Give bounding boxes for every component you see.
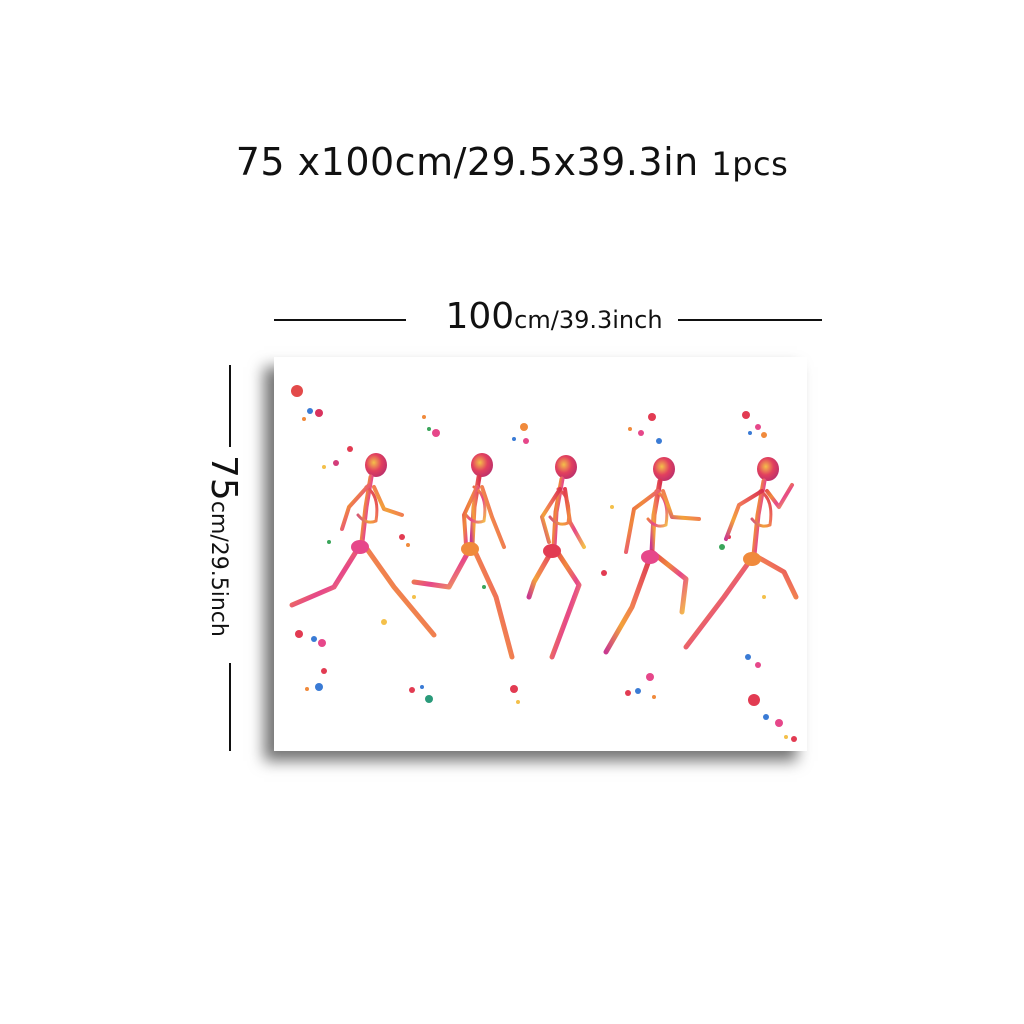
skeleton-figure-2 [411, 453, 515, 660]
skeleton-figure-3 [526, 455, 586, 660]
skeleton-figure-4 [603, 457, 701, 655]
skeleton-artwork [289, 385, 799, 742]
height-unit: cm/29.5inch [206, 500, 231, 637]
height-line-top [229, 365, 231, 447]
width-unit: cm/39.3inch [514, 306, 663, 334]
height-dimension: 75cm/29.5inch [200, 365, 260, 753]
height-value: 75 [203, 455, 244, 501]
paint-dots [291, 385, 797, 742]
canvas-print [274, 357, 807, 751]
size-text: 75 x100cm/29.5x39.3in [235, 140, 699, 184]
product-size-title: 75 x100cm/29.5x39.3in 1pcs [0, 140, 1024, 184]
width-label: 100cm/39.3inch [424, 296, 684, 337]
width-line-left [274, 319, 406, 321]
skeleton-figure-5 [683, 457, 799, 650]
height-label: 75cm/29.5inch [203, 455, 244, 655]
width-value: 100 [445, 296, 515, 337]
count-text: 1pcs [711, 145, 789, 183]
skeleton-figure-1 [289, 453, 437, 638]
height-line-bottom [229, 663, 231, 751]
width-line-right [678, 319, 822, 321]
width-dimension: 100cm/39.3inch [274, 296, 822, 346]
